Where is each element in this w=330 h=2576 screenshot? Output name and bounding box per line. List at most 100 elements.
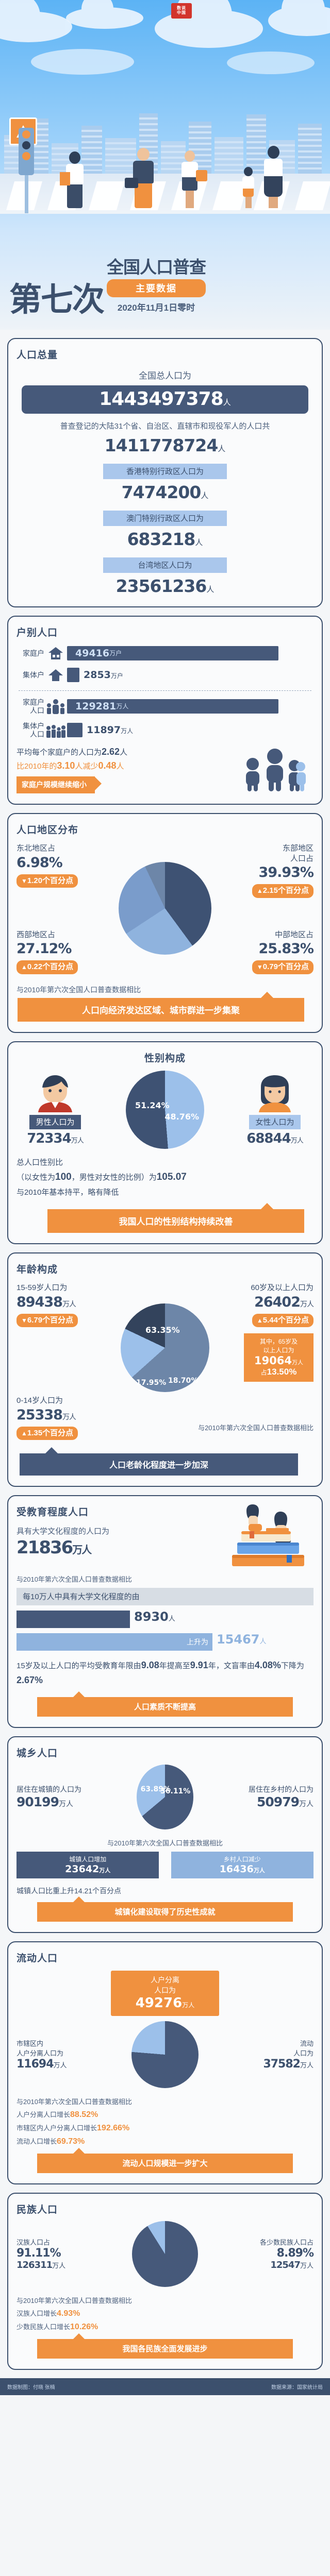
row-bar [67, 723, 82, 738]
education-footnote: 15岁及以上人口的平均受教育年限由9.08年提高至9.91年，文盲率由4.08%… [16, 1660, 304, 1686]
edu-from-value: 8930人 [134, 1609, 175, 1624]
card-ethnic-population: 民族人口 汉族人口占 91.11% 126311万人 各少数民族人口占 8.89… [7, 2192, 323, 2370]
ethnic-han-growth: 汉族人口增长4.93% [16, 2309, 80, 2318]
taiwan-unit: 人 [206, 585, 214, 594]
ethnic-tagline: 我国各民族全面发展进步 [37, 2333, 293, 2359]
household-row: 集体户 2853万户 [16, 667, 314, 682]
avg-household-line1: 平均每个家庭户的人口为2.62人 [16, 747, 128, 757]
cloud-icon [0, 0, 72, 42]
region-value: 6.98% [16, 854, 63, 871]
row-label: 集体户 [23, 670, 44, 679]
floating-growth-3: 流动人口增长69.73% [16, 2137, 85, 2146]
macao-value: 683218 [127, 529, 196, 549]
card-age-composition: 年龄构成 15-59岁人口为 89438万人 ▼6.79个百分点 60岁及以上人… [7, 1252, 323, 1487]
urban-rural-pie-chart: 63.89% 36.11% [136, 1764, 194, 1829]
card-title: 户别人口 [16, 627, 58, 638]
floating-total-value: 49276万人 [135, 1995, 195, 2011]
card-title: 民族人口 [16, 2204, 58, 2215]
total-value: 1443497378 [99, 388, 223, 410]
region-label: 中部地区占 [274, 930, 314, 939]
household-row: 集体户 人口 11897万人 [16, 722, 314, 738]
age-elder-block: 60岁及以上人口为 26402万人 ▲5.44个百分点 [223, 1283, 314, 1328]
total-unit: 人 [223, 398, 231, 407]
lamp-pole [25, 141, 28, 213]
gender-tagline: 我国人口的性别结构持续改善 [47, 1203, 304, 1233]
region-change-chip: ▲2.15个百分点 [252, 884, 314, 898]
traffic-light-icon [19, 128, 34, 175]
age-tagline: 人口老龄化程度进一步加深 [20, 1447, 298, 1476]
card-title: 性别构成 [144, 1053, 186, 1064]
ethnic-compare-note: 与2010年第六次全国人口普查数据相比 [16, 2296, 132, 2304]
card-gender-composition: 性别构成 男性人口为 72334万人 51.24% 48.76% 女性人口为 6… [7, 1041, 323, 1245]
card-region-distribution: 人口地区分布 东北地区占 6.98% ▼1.20个百分点 东部地区 人口占 39… [7, 813, 323, 1033]
region-label: 西部地区占 [16, 930, 56, 939]
row-label: 集体户 人口 [23, 721, 44, 739]
taiwan-value-block: 23561236人 [16, 576, 314, 596]
education-graybar: 每10万人中具有大学文化程度的由 [16, 1588, 314, 1606]
urban-delta-value: 23642万人 [65, 1863, 111, 1875]
male-pct: 51.24% [135, 1100, 170, 1110]
house-icon [44, 647, 67, 660]
row-value-outside: 2853万户 [84, 669, 123, 681]
rural-delta-cell: 乡村人口减少 16436万人 [171, 1851, 314, 1878]
row-bar: 129281 万人 [67, 699, 278, 714]
row-label: 家庭户 [23, 649, 44, 657]
pedestrian-figure [264, 146, 283, 208]
pedestrian-figure [60, 151, 84, 208]
family-illustration [236, 748, 314, 793]
avg-household-line2: 比2010年的3.10人减少0.48人 [16, 760, 124, 771]
card-floating-population: 流动人口 人户分离 人口为 49276万人 市辖区内 人户分离人口为 11694… [7, 1941, 323, 2184]
books-illustration [226, 1504, 314, 1569]
hk-unit: 人 [201, 491, 209, 500]
age-change-chip: ▼6.79个百分点 [16, 1313, 78, 1328]
region-central: 中部地区占 25.83% ▼0.79个百分点 [236, 930, 314, 974]
card-title: 人口总量 [16, 350, 58, 361]
taiwan-value: 23561236 [116, 575, 207, 596]
region-east: 东部地区 人口占 39.93% ▲2.15个百分点 [236, 843, 314, 898]
publisher-logo: 数说 中国 [171, 3, 192, 19]
child-pct: 17.95% [136, 1379, 167, 1387]
card-household-population: 户别人口 家庭户 49416 万户 集体户 2853万户 家庭户 人口 [7, 615, 323, 805]
row-value-outside: 11897万人 [87, 724, 134, 736]
age-label: 0-14岁人口为 [16, 1396, 63, 1405]
urban-value-block: 90199万人 [16, 1794, 73, 1810]
macao-unit: 人 [195, 538, 203, 547]
card-total-population: 人口总量 全国总人口为 1443497378人 普查登记的大陆31个省、自治区、… [7, 338, 323, 607]
floating-compare-note: 与2010年第六次全国人口普查数据相比 [16, 2097, 132, 2106]
female-value-block: 68844万人 [246, 1130, 303, 1146]
rural-block: 居住在乡村的人口为 50979万人 [193, 1784, 314, 1809]
age-value: 26402万人 [254, 1294, 314, 1310]
age-value: 89438万人 [16, 1294, 76, 1310]
mainland-value: 1411778724 [104, 435, 219, 455]
age-child-block: 0-14岁人口为 25338万人 ▲1.35个百分点 [16, 1396, 99, 1440]
female-pct: 48.76% [164, 1111, 199, 1122]
page-footer: 数据制图：付晓 张楠 数据来源：国家统计局 [0, 2378, 330, 2395]
ethnic-han-block: 汉族人口占 91.11% 126311万人 [16, 2239, 66, 2271]
urban-pct: 63.89% [140, 1785, 171, 1793]
rural-value-block: 50979万人 [257, 1794, 314, 1810]
title-pill-badge: 主要数据 [107, 279, 206, 297]
urban-block: 居住在城镇的人口为 90199万人 [16, 1784, 137, 1809]
total-value-bar: 1443497378人 [22, 385, 308, 414]
edu-bar-2010 [16, 1611, 130, 1629]
urban-compare-note: 与2010年第六次全国人口普查数据相比 [107, 1839, 223, 1847]
hk-value: 7474200 [121, 482, 202, 502]
mainland-note: 普查登记的大陆31个省、自治区、直辖市和现役军人的人口共 [60, 422, 270, 431]
working-pct: 63.35% [145, 1325, 180, 1335]
age-label: 15-59岁人口为 [16, 1283, 68, 1293]
edu-rise-label: 上升为 [187, 1638, 208, 1647]
floating-migrant-block: 流动 人口为 37582万人 [263, 2040, 314, 2071]
region-change-chip: ▲0.22个百分点 [16, 960, 78, 974]
row-label: 家庭户 人口 [23, 698, 44, 715]
ethnic-minority-growth: 少数民族人口增长10.26% [16, 2322, 98, 2331]
row-unit: 万人 [116, 703, 129, 710]
floating-growth-1: 人户分离人口增长88.52% [16, 2110, 98, 2119]
card-title: 城乡人口 [16, 1748, 58, 1759]
hero-banner: 数说 中国 [0, 0, 330, 330]
region-tagline: 人口向经济发达区域、城市群进一步集聚 [18, 991, 304, 1022]
age-pie-chart: 63.35% 18.70% 17.95% [121, 1303, 209, 1393]
age-change-chip: ▲1.35个百分点 [16, 1426, 78, 1440]
mainland-unit: 人 [218, 444, 226, 453]
male-value-block: 72334万人 [27, 1130, 84, 1146]
education-compare-note: 与2010年第六次全国人口普查数据相比 [16, 1575, 132, 1584]
